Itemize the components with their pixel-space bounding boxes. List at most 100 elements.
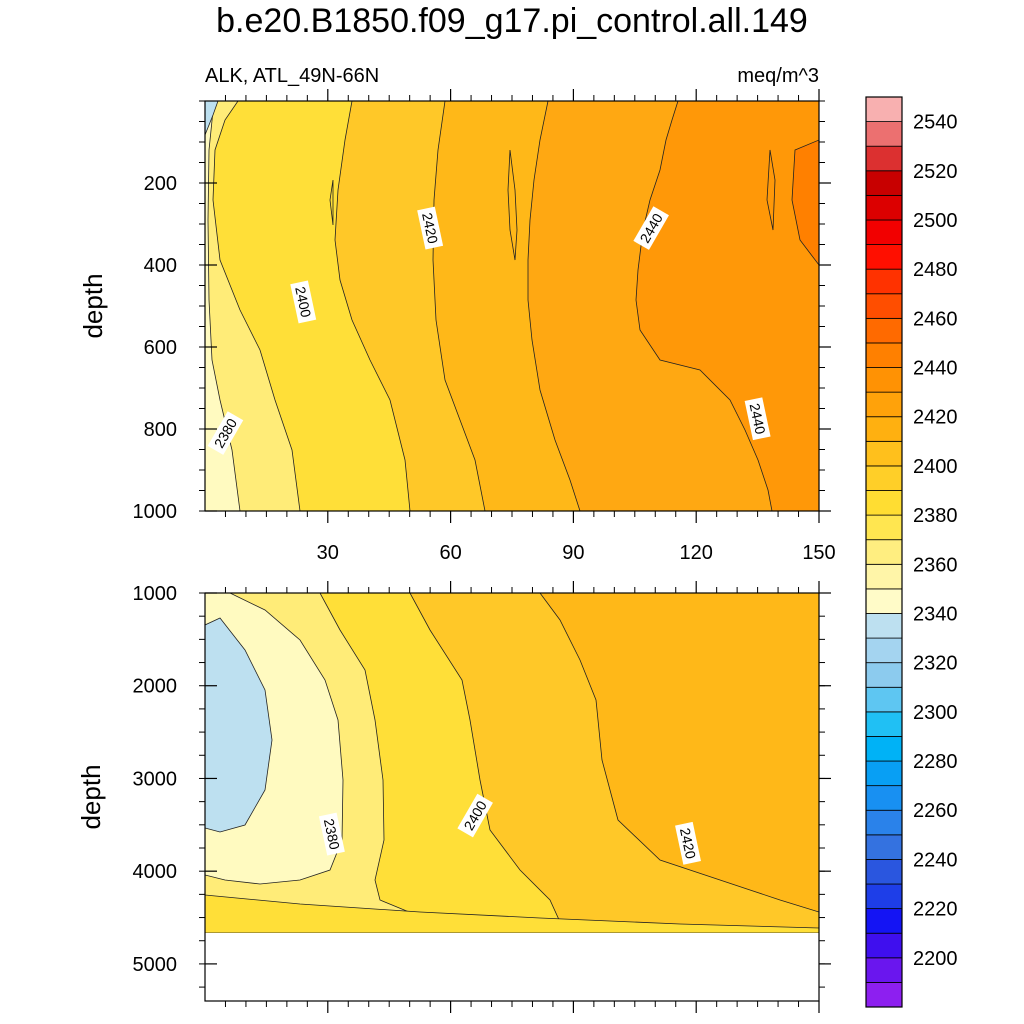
colorbar-swatch	[865, 440, 903, 467]
colorbar: 2200 2220 2240 2260 2280 2300 2320 2340 2360 2380…	[865, 96, 958, 1008]
colorbar-swatch	[865, 637, 903, 664]
contour-label-text: 2380	[321, 817, 343, 851]
colorbar-swatch	[865, 736, 903, 762]
colorbar-swatch	[865, 588, 903, 614]
y-tick-label: 600	[144, 337, 177, 359]
colorbar-swatch	[865, 785, 903, 811]
colorbar-swatch	[865, 539, 903, 565]
contour-label-box	[207, 411, 244, 455]
y-tick-label: 3000	[133, 768, 178, 790]
colorbar-tick-label: 2520	[913, 161, 958, 183]
top-y-axis-label: depth	[78, 273, 108, 338]
x-tick-label: 60	[439, 542, 461, 564]
contour-label-box	[675, 821, 701, 865]
bottom-y-axis-label: depth	[76, 764, 106, 829]
colorbar-swatch	[865, 490, 903, 516]
colorbar-tick-label: 2300	[913, 702, 958, 724]
x-tick-label: 150	[802, 542, 835, 564]
colorbar-swatch	[865, 908, 903, 934]
colorbar-tick-label: 2460	[913, 308, 958, 330]
colorbar-swatch	[865, 662, 903, 688]
bottom-y-tick-labels: 1000 2000 3000 4000 5000	[133, 583, 178, 976]
colorbar-swatch	[865, 194, 903, 221]
colorbar-swatch	[865, 563, 903, 590]
contour-line	[507, 149, 518, 261]
colorbar-tick-label: 2280	[913, 751, 958, 773]
contour-label-text: 2400	[292, 285, 314, 319]
colorbar-swatch	[865, 686, 903, 713]
colorbar-tick-label: 2380	[913, 505, 958, 527]
contour-label-text: 2420	[419, 211, 441, 245]
colorbar-tick-label: 2480	[913, 259, 958, 281]
colorbar-tick-label: 2320	[913, 653, 958, 675]
colorbar-tick-label: 2340	[913, 603, 958, 625]
contour-label: 2380	[318, 812, 345, 856]
colorbar-tick-label: 2240	[913, 849, 958, 871]
top-x-tick-labels: 30 60 90 120 150	[317, 542, 836, 564]
colorbar-swatch	[865, 416, 903, 442]
fill-2400	[205, 101, 301, 511]
colorbar-swatch	[865, 244, 903, 270]
colorbar-tick-label: 2540	[913, 112, 958, 134]
x-tick-label: 120	[680, 542, 713, 564]
y-tick-label: 5000	[133, 954, 178, 976]
y-tick-label: 1000	[133, 583, 178, 605]
colorbar-swatch	[865, 859, 903, 885]
contour-line	[329, 179, 334, 226]
colorbar-swatch	[865, 809, 903, 836]
left-string: ALK, ATL_49N-66N	[205, 65, 379, 87]
contour-label-text: 2420	[677, 826, 699, 860]
colorbar-swatch	[865, 514, 903, 541]
y-tick-label: 1000	[133, 501, 178, 523]
contour-label: 2440	[744, 397, 771, 441]
colorbar-swatch	[865, 982, 903, 1008]
colorbar-tick-label: 2400	[913, 456, 958, 478]
contour-label: 2420	[417, 206, 444, 250]
top-y-tick-labels: 200 400 600 800 1000	[133, 173, 178, 523]
bottom-panel	[205, 593, 819, 1001]
contour-label-box	[318, 812, 345, 856]
contour-label: 2380	[207, 411, 244, 455]
fill-2460	[791, 139, 819, 266]
colorbar-swatch	[865, 932, 903, 959]
contour-label-box	[744, 397, 771, 441]
colorbar-swatch	[865, 760, 903, 787]
colorbar-tick-label: 2440	[913, 358, 958, 380]
ocean-floor	[205, 933, 819, 1001]
y-tick-label: 4000	[133, 861, 178, 883]
colorbar-swatch	[865, 96, 903, 122]
units-string: meq/m^3	[737, 65, 819, 87]
fill-2370	[205, 101, 219, 136]
x-tick-label: 90	[562, 542, 584, 564]
colorbar-swatch	[865, 367, 903, 393]
colorbar-swatch	[865, 957, 903, 983]
colorbar-tick-label: 2260	[913, 800, 958, 822]
colorbar-swatch	[865, 342, 903, 368]
fill-2370	[205, 617, 273, 833]
colorbar-swatch	[865, 613, 903, 639]
bottom-axis-ticks	[199, 581, 831, 1013]
colorbar-swatch	[865, 268, 903, 295]
top-panel	[205, 101, 819, 511]
colorbar-swatch	[865, 834, 903, 860]
contour-label-text: 2440	[747, 402, 769, 436]
x-tick-label: 30	[317, 542, 339, 564]
contour-label: 2420	[675, 821, 701, 865]
colorbar-tick-label: 2500	[913, 210, 958, 232]
figure-title: b.e20.B1850.f09_g17.pi_control.all.149	[216, 2, 808, 40]
colorbar-swatch	[865, 293, 903, 319]
contour-label-box	[417, 206, 444, 250]
contour-label-box	[457, 793, 493, 838]
colorbar-swatch	[865, 219, 903, 245]
colorbar-tick-label: 2360	[913, 554, 958, 576]
fill-2390	[205, 101, 241, 511]
contour-line	[766, 149, 776, 231]
colorbar-swatch	[865, 121, 903, 147]
contour-label-box	[290, 280, 317, 324]
colorbar-swatch	[865, 170, 903, 196]
contour-label: 2400	[290, 280, 317, 324]
contour-label-box	[633, 206, 669, 250]
colorbar-swatch	[865, 711, 903, 737]
